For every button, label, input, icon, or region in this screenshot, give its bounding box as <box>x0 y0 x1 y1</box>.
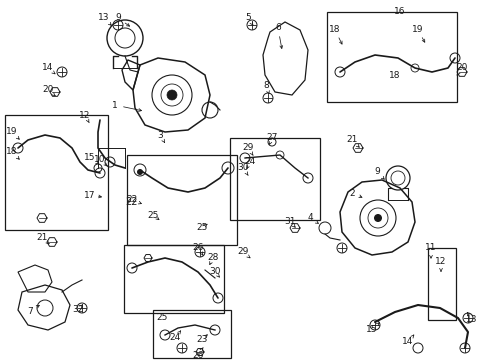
Text: 30: 30 <box>209 267 220 276</box>
Text: 22: 22 <box>125 197 138 207</box>
Text: 32: 32 <box>72 306 83 315</box>
Bar <box>229 138 319 220</box>
Text: 18: 18 <box>6 148 18 157</box>
Text: 23: 23 <box>196 336 207 345</box>
Text: 29: 29 <box>242 144 253 153</box>
Text: 15: 15 <box>84 153 96 162</box>
Text: 26: 26 <box>192 243 203 252</box>
Circle shape <box>137 169 142 175</box>
Text: 16: 16 <box>393 8 405 17</box>
Bar <box>153 310 230 358</box>
Text: 7: 7 <box>27 306 33 315</box>
Text: 18: 18 <box>328 26 340 35</box>
Text: 13: 13 <box>98 13 109 22</box>
Bar <box>5 115 108 230</box>
Text: 20: 20 <box>42 85 54 94</box>
Text: 25: 25 <box>196 224 207 233</box>
Text: 4: 4 <box>306 213 312 222</box>
Text: 31: 31 <box>284 217 295 226</box>
Text: 13: 13 <box>465 315 477 324</box>
Bar <box>127 155 237 245</box>
Text: 28: 28 <box>207 253 218 262</box>
Text: 19: 19 <box>411 26 423 35</box>
Text: 10: 10 <box>94 156 105 165</box>
Text: 14: 14 <box>42 63 54 72</box>
Text: 17: 17 <box>84 190 96 199</box>
Circle shape <box>167 90 177 100</box>
Text: 26: 26 <box>192 351 203 360</box>
Text: 2: 2 <box>348 189 354 198</box>
Text: 15: 15 <box>366 325 377 334</box>
Text: 21: 21 <box>346 135 357 144</box>
Text: 6: 6 <box>275 23 280 32</box>
Text: 24: 24 <box>169 333 180 342</box>
Text: 19: 19 <box>6 127 18 136</box>
Text: 8: 8 <box>263 81 268 90</box>
Text: 20: 20 <box>455 63 467 72</box>
Text: 1: 1 <box>112 100 118 109</box>
Text: 11: 11 <box>425 243 436 252</box>
Bar <box>124 245 224 313</box>
Text: 21: 21 <box>36 234 48 243</box>
Text: 25: 25 <box>147 211 159 220</box>
Bar <box>427 248 455 320</box>
Circle shape <box>373 214 381 222</box>
Text: 29: 29 <box>237 248 248 256</box>
Text: 12: 12 <box>79 111 90 120</box>
Text: 12: 12 <box>434 257 446 266</box>
Text: 25: 25 <box>156 314 167 323</box>
Text: 14: 14 <box>402 338 413 346</box>
Text: 9: 9 <box>115 13 121 22</box>
Text: 5: 5 <box>244 13 250 22</box>
Text: 22: 22 <box>126 195 137 204</box>
Text: 24: 24 <box>244 158 255 166</box>
Text: 27: 27 <box>266 134 277 143</box>
Text: 18: 18 <box>388 71 400 80</box>
Text: 3: 3 <box>157 130 163 139</box>
Text: 9: 9 <box>373 167 379 176</box>
Bar <box>326 12 456 102</box>
Text: 30: 30 <box>237 163 248 172</box>
